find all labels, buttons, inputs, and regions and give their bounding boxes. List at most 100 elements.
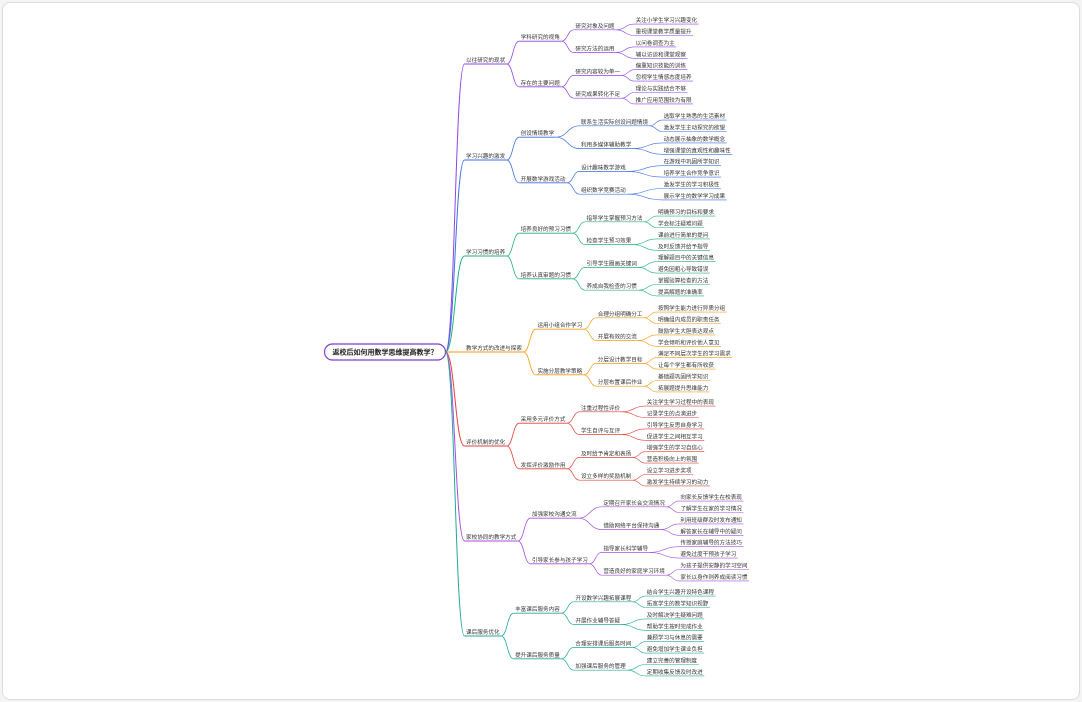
connector <box>523 328 537 353</box>
point: 研究对象及问题 <box>575 22 615 30</box>
connector <box>638 261 657 268</box>
connector <box>632 474 646 481</box>
connector <box>621 69 635 76</box>
point: 分层布置课后作业 <box>598 378 643 386</box>
point: 养成自我检查的习惯 <box>587 282 638 290</box>
connector <box>616 46 635 53</box>
detail: 增强课堂的直观性和趣味性 <box>664 146 732 154</box>
detail: 鼓励学生大胆表达观点 <box>658 327 714 335</box>
connector <box>632 142 663 149</box>
connector <box>627 669 646 677</box>
connector <box>572 278 586 291</box>
connector <box>506 136 520 161</box>
connector <box>627 165 663 172</box>
point: 组织数学竞赛活动 <box>581 186 626 194</box>
detail: 帮助学生按时完成作业 <box>647 622 703 630</box>
connector <box>566 422 580 435</box>
detail: 关注小学生学习兴趣变化 <box>636 16 698 24</box>
detail: 辅以访谈和课堂观察 <box>636 50 687 58</box>
point: 注重过程性评价 <box>581 404 621 412</box>
connector <box>638 340 657 347</box>
detail: 让每个学生都有所收获 <box>658 361 714 369</box>
point: 指导学生掌握预习方法 <box>587 214 643 222</box>
connector <box>638 334 657 341</box>
detail: 及时解决学生疑难问题 <box>647 611 703 619</box>
detail: 明确组内成员的职责任务 <box>658 316 720 324</box>
connector <box>627 171 663 178</box>
connector <box>566 411 580 424</box>
connector <box>621 97 635 105</box>
point: 营造良好的家庭学习环境 <box>603 567 665 575</box>
connector <box>445 351 465 637</box>
connector <box>621 75 635 82</box>
connector <box>643 317 657 324</box>
connector <box>616 29 635 36</box>
connector <box>578 517 602 530</box>
connector <box>643 221 657 228</box>
topic: 课后服务优化 <box>466 628 500 636</box>
detail: 避免增加学生课业负担 <box>647 645 703 653</box>
connector <box>566 457 580 470</box>
subtopic: 发挥评价激励作用 <box>521 461 566 469</box>
connector <box>506 422 520 447</box>
detail: 记录学生的点滴进步 <box>647 410 698 418</box>
connector <box>632 451 646 458</box>
connector <box>523 351 537 376</box>
connector <box>649 119 663 127</box>
detail: 激发学生持续学习的动力 <box>647 478 709 486</box>
connector <box>445 255 465 353</box>
connector <box>445 351 465 542</box>
topic: 学习习惯的培养 <box>466 248 506 256</box>
connector <box>445 63 465 353</box>
detail: 明确预习的目标和要求 <box>658 208 714 216</box>
point: 检查学生预习效果 <box>587 237 632 245</box>
detail: 促进学生之间相互学习 <box>647 432 703 440</box>
connector <box>621 405 646 413</box>
connector <box>660 523 679 530</box>
connector <box>616 23 635 31</box>
connector <box>500 612 514 637</box>
connector <box>578 506 602 519</box>
connector <box>632 601 646 608</box>
connector <box>572 232 586 245</box>
connector <box>445 159 465 353</box>
point: 合理分组明确分工 <box>598 310 643 318</box>
detail: 满足不同层次学生的学习需求 <box>658 350 731 358</box>
connector <box>561 40 574 53</box>
connector <box>632 647 646 654</box>
connector <box>643 311 657 319</box>
subtopic: 运用小组合作学习 <box>537 321 582 329</box>
point: 分层设计教学目标 <box>598 355 643 363</box>
point: 设计趣味数学游戏 <box>581 163 626 171</box>
detail: 兼顾学习与休息的需要 <box>647 634 703 642</box>
detail: 以问卷调查为主 <box>636 39 676 47</box>
detail: 为孩子提供安静的学习空间 <box>680 562 748 570</box>
connector <box>561 612 574 625</box>
connector <box>561 658 574 671</box>
connector <box>632 244 657 251</box>
detail: 学会标注疑难问题 <box>658 220 703 228</box>
connector <box>589 563 602 576</box>
point: 研究成果转化不足 <box>575 90 620 98</box>
subtopic: 学科研究的视角 <box>521 33 560 41</box>
connector <box>566 182 580 195</box>
root-label: 返校后如何用数学思维提高教学？ <box>333 348 438 357</box>
connector <box>632 238 657 245</box>
connector <box>643 385 657 393</box>
connector <box>561 29 574 42</box>
connector <box>621 411 646 418</box>
detail: 了解学生在家的学习情况 <box>680 505 742 513</box>
connector <box>589 552 602 565</box>
detail: 推广应用范围较为有限 <box>636 96 692 104</box>
detail: 展示学生的数学学习成果 <box>664 192 726 200</box>
connector <box>643 215 657 223</box>
subtopic: 丰富课后服务内容 <box>515 605 560 613</box>
connector <box>638 284 657 291</box>
point: 开设数学兴趣拓展课程 <box>575 594 631 602</box>
detail: 理解题目中的关键信息 <box>658 254 714 262</box>
detail: 偏重知识技能的训练 <box>636 62 687 70</box>
detail: 及时反馈并给予指导 <box>658 242 709 250</box>
point: 研究内容较为单一 <box>575 67 620 75</box>
